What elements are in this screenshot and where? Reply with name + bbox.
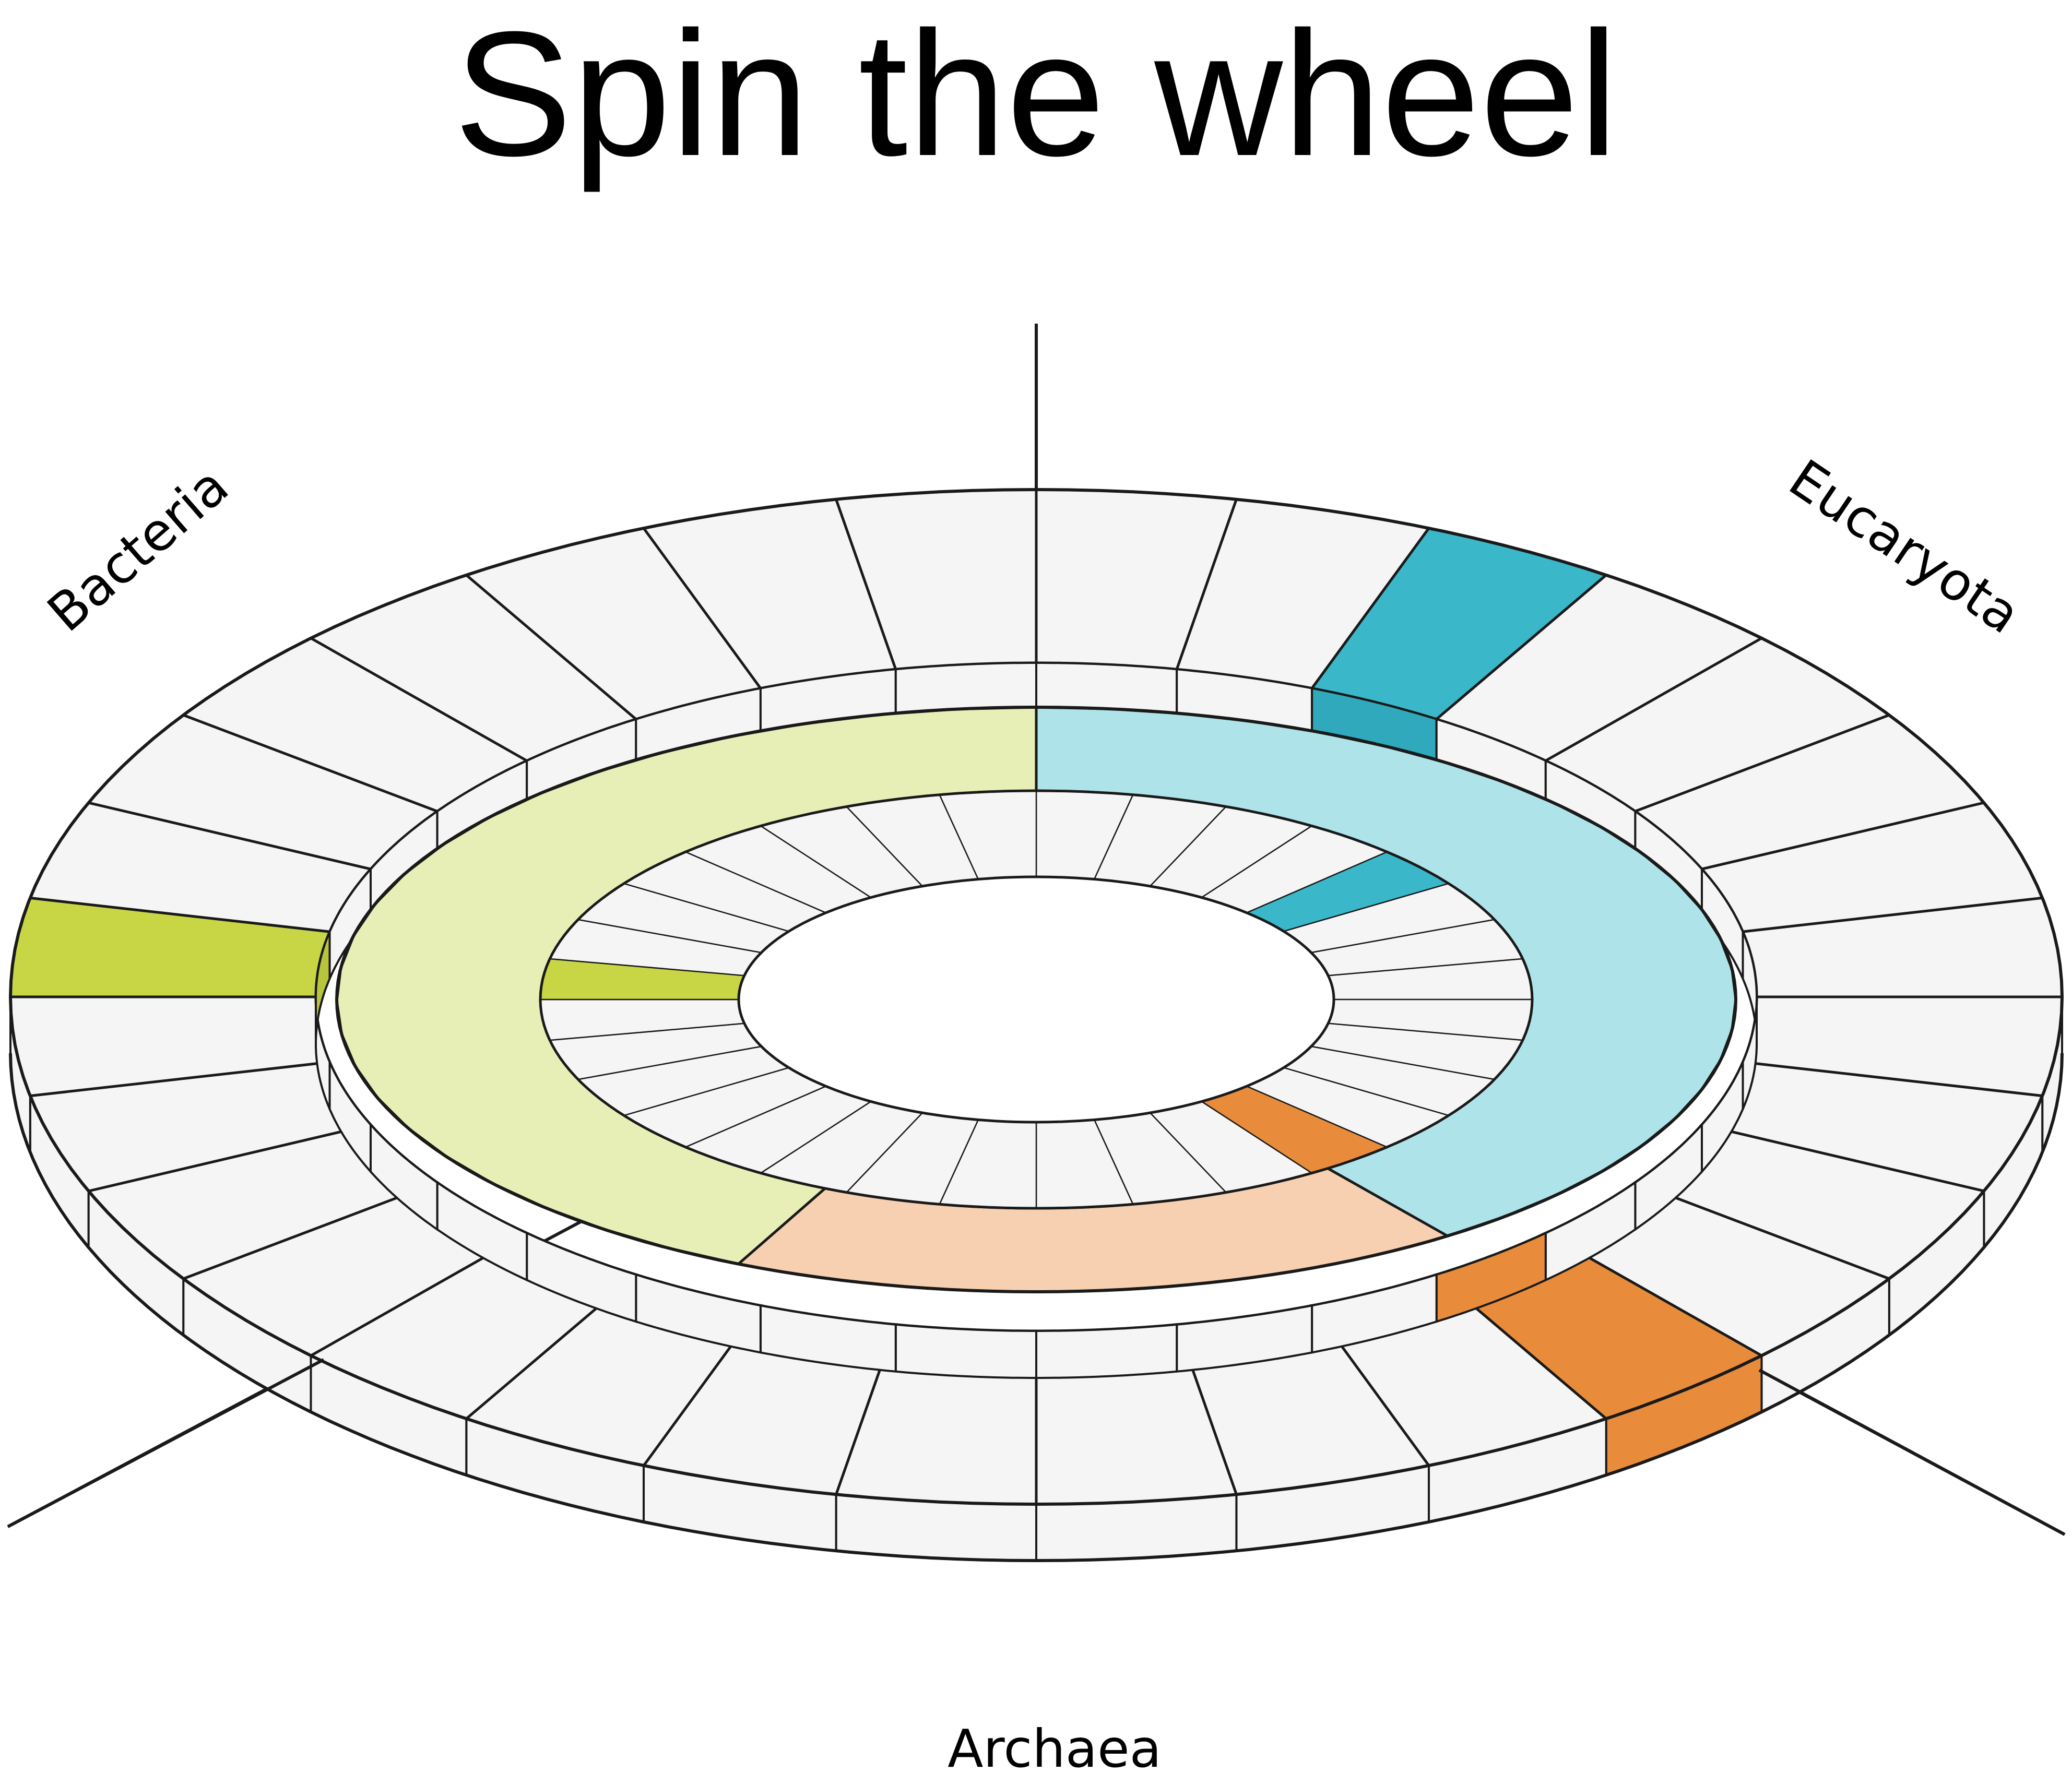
label-archaea: Archaea (948, 1718, 1162, 1773)
inner-ring-outer-edge (539, 789, 1534, 1210)
center-hole (737, 875, 1335, 1124)
outer-rim-edge (8, 487, 2064, 1506)
inner-wall-segment (1742, 931, 1758, 1044)
label-bacteria: Bacteria (36, 455, 240, 644)
band-outer-edge (335, 705, 1737, 1294)
axis-line-right-front (1758, 1369, 2066, 1536)
inner-ring (539, 789, 1534, 1210)
outer-axis-overlay (7, 1358, 2066, 1536)
label-eucaryota: Eucaryota (1779, 448, 2031, 646)
inner-wall-segment (1035, 1323, 1178, 1379)
page-title: Spin the wheel (454, 0, 1618, 193)
middle-band (335, 705, 1737, 1294)
outer-rim-bottom-edge (9, 1053, 2064, 1563)
axis-line-left-front (7, 1358, 325, 1528)
inner-wall-segment (894, 1323, 1037, 1379)
